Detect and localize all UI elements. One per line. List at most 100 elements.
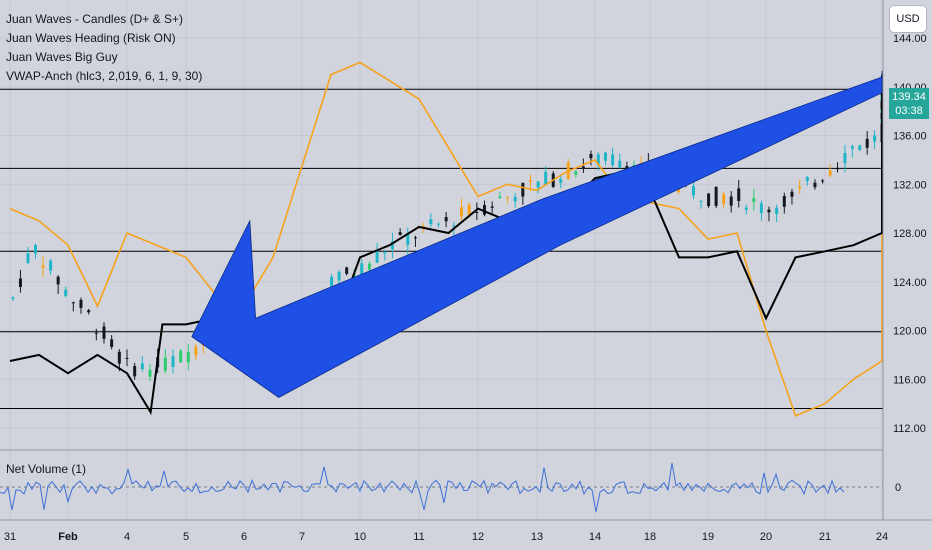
candle-body-20 bbox=[163, 357, 167, 371]
candle-body-49 bbox=[383, 252, 387, 254]
current-price-value: 139.34 bbox=[892, 91, 926, 103]
candle-body-90 bbox=[692, 186, 695, 196]
current-price-badge: 139.34 03:38 bbox=[889, 88, 929, 119]
candle-body-0 bbox=[11, 297, 15, 299]
x-tick-label-15: 24 bbox=[876, 531, 888, 543]
candle-body-8 bbox=[71, 302, 75, 304]
candle-body-114 bbox=[873, 135, 877, 142]
volume-zero-label: 0 bbox=[895, 482, 901, 494]
candle-body-111 bbox=[850, 146, 854, 149]
candle-body-13 bbox=[110, 339, 114, 347]
time-axis[interactable]: 31 Feb 4 5 6 7 10 11 12 13 14 18 19 20 21 24 bbox=[4, 531, 888, 543]
y-tick-label-1: 116.00 bbox=[893, 374, 926, 386]
legend-item-big-guy[interactable]: Juan Waves Big Guy bbox=[6, 50, 118, 64]
x-tick-label-13: 20 bbox=[760, 531, 772, 543]
x-tick-label-0: 31 bbox=[4, 531, 16, 543]
candle-body-103 bbox=[790, 191, 794, 197]
x-tick-label-4: 6 bbox=[241, 531, 247, 543]
x-tick-label-5: 7 bbox=[299, 531, 305, 543]
y-tick-label-0: 112.00 bbox=[893, 423, 926, 435]
candle-body-92 bbox=[707, 193, 711, 207]
y-tick-label-8: 144.00 bbox=[893, 33, 927, 45]
x-tick-label-8: 12 bbox=[472, 531, 484, 543]
candle-body-56 bbox=[436, 223, 440, 225]
candle-body-21 bbox=[171, 356, 175, 367]
candle-body-7 bbox=[64, 289, 68, 296]
candle-body-44 bbox=[345, 267, 349, 274]
x-tick-label-9: 13 bbox=[531, 531, 543, 543]
candle-body-74 bbox=[574, 171, 578, 175]
net-volume-line bbox=[0, 462, 845, 512]
candle-body-94 bbox=[722, 194, 726, 204]
candle-body-104 bbox=[798, 186, 802, 189]
candle-body-108 bbox=[828, 170, 832, 176]
candle-body-100 bbox=[767, 209, 771, 213]
candle-body-62 bbox=[482, 205, 486, 215]
volume-pane-label[interactable]: Net Volume (1) bbox=[6, 462, 87, 476]
candle-body-51 bbox=[398, 232, 402, 235]
candle-body-23 bbox=[186, 352, 190, 363]
candle-body-3 bbox=[34, 245, 38, 254]
y-tick-label-5: 132.00 bbox=[893, 179, 927, 191]
candle-body-107 bbox=[821, 180, 825, 182]
candle-body-42 bbox=[330, 276, 334, 287]
x-tick-label-2: 4 bbox=[124, 531, 130, 543]
x-tick-label-1: Feb bbox=[58, 531, 78, 543]
candle-body-2 bbox=[26, 253, 30, 264]
candle-body-67 bbox=[521, 182, 525, 197]
x-tick-label-10: 14 bbox=[589, 531, 601, 543]
candle-body-72 bbox=[559, 178, 563, 183]
candle-body-10 bbox=[87, 310, 91, 313]
x-tick-label-11: 18 bbox=[644, 531, 656, 543]
candle-body-75 bbox=[581, 166, 585, 169]
x-tick-label-14: 21 bbox=[819, 531, 831, 543]
x-tick-label-7: 11 bbox=[413, 531, 424, 543]
candle-body-24 bbox=[194, 346, 198, 356]
legend-item-heading[interactable]: Juan Waves Heading (Risk ON) bbox=[6, 31, 176, 45]
candle-body-63 bbox=[490, 206, 494, 208]
candle-body-5 bbox=[49, 260, 53, 271]
candle-body-15 bbox=[125, 357, 129, 359]
candle-body-79 bbox=[611, 154, 615, 166]
candle-body-77 bbox=[596, 154, 600, 165]
currency-button[interactable]: USD bbox=[890, 6, 926, 32]
candle-body-55 bbox=[429, 219, 433, 225]
candle-body-113 bbox=[865, 138, 869, 148]
candle-body-106 bbox=[813, 182, 817, 188]
candle-body-99 bbox=[759, 203, 763, 214]
x-tick-label-6: 10 bbox=[354, 531, 366, 543]
y-tick-label-2: 120.00 bbox=[893, 326, 927, 338]
candle-body-48 bbox=[375, 250, 379, 263]
candle-body-53 bbox=[413, 237, 417, 239]
candle-body-14 bbox=[117, 351, 121, 364]
indicator-legend: Juan Waves - Candles (D+ & S+) Juan Wave… bbox=[6, 10, 202, 86]
y-tick-label-3: 124.00 bbox=[893, 277, 927, 289]
legend-item-candles[interactable]: Juan Waves - Candles (D+ & S+) bbox=[6, 12, 183, 26]
candle-body-47 bbox=[367, 263, 371, 270]
candle-body-68 bbox=[529, 180, 533, 183]
candle-body-60 bbox=[467, 204, 471, 216]
candle-body-43 bbox=[337, 271, 341, 281]
candle-body-65 bbox=[506, 196, 509, 198]
candle-body-91 bbox=[699, 200, 703, 202]
candle-body-80 bbox=[618, 160, 622, 168]
candle-body-70 bbox=[544, 171, 548, 185]
x-tick-label-12: 19 bbox=[702, 531, 714, 543]
candle-body-12 bbox=[102, 326, 106, 339]
candle-body-50 bbox=[390, 241, 394, 250]
candle-body-105 bbox=[805, 177, 809, 182]
candle-body-96 bbox=[737, 188, 741, 201]
candle-body-76 bbox=[589, 153, 593, 159]
candle-body-98 bbox=[752, 198, 756, 202]
candle-body-64 bbox=[498, 196, 502, 198]
bar-countdown: 03:38 bbox=[895, 105, 923, 117]
candle-body-101 bbox=[775, 207, 779, 214]
legend-item-vwap[interactable]: VWAP-Anch (hlc3, 2,019, 6, 1, 9, 30) bbox=[6, 69, 203, 83]
candle-body-11 bbox=[94, 332, 98, 334]
candle-body-18 bbox=[148, 369, 152, 377]
trend-arrow-annotation[interactable] bbox=[191, 70, 883, 398]
y-tick-label-6: 136.00 bbox=[893, 131, 927, 143]
candle-body-93 bbox=[714, 186, 718, 206]
candle-body-46 bbox=[360, 263, 364, 277]
